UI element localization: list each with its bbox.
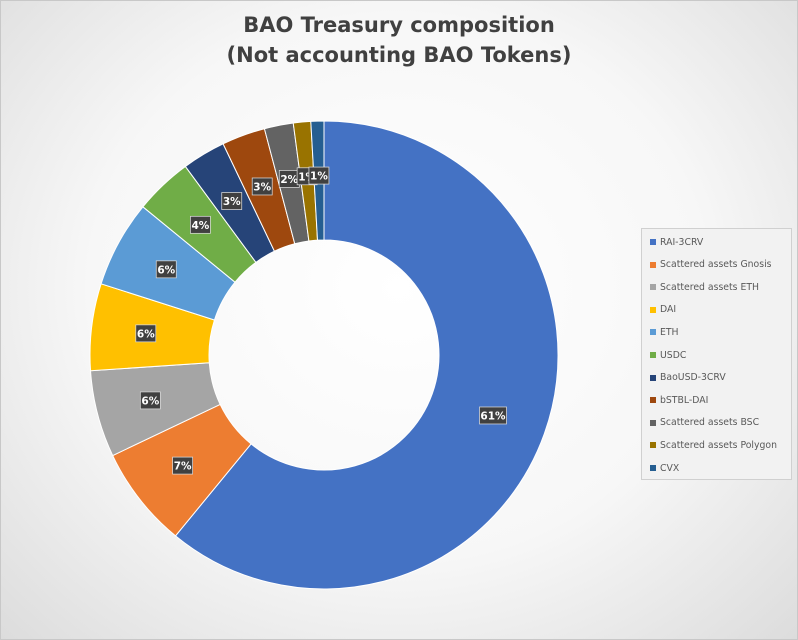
legend-swatch [650, 352, 656, 358]
data-label-text: 2% [280, 174, 298, 186]
data-label-dai: 6% [135, 324, 157, 343]
data-label-scattered-assets-bsc: 2% [278, 170, 300, 188]
data-label-box [135, 324, 157, 343]
chart-legend: RAI-3CRV Scattered assets Gnosis Scattered… [641, 228, 792, 480]
legend-item-eth: ETH [650, 324, 679, 340]
legend-swatch [650, 442, 656, 449]
legend-item-usdc: USDC [650, 347, 686, 363]
slice-rai-3crv [174, 120, 559, 590]
legend-item-cvx: CVX [650, 460, 679, 476]
data-label-box [251, 177, 273, 196]
legend-label: RAI-3CRV [660, 236, 704, 248]
data-label-scattered-assets-gnosis: 7% [172, 456, 193, 475]
data-label-baousd-3crv: 3% [221, 192, 243, 210]
legend-label: ETH [660, 326, 679, 338]
data-label-text: 6% [157, 264, 175, 276]
legend-label: CVX [660, 462, 680, 474]
data-label-box [172, 456, 193, 475]
legend-label: DAI [660, 304, 677, 316]
legend-swatch [650, 239, 656, 245]
data-label-text: 3% [223, 196, 241, 208]
legend-item-dai: DAI [650, 302, 676, 318]
data-label-cvx: 1% [308, 166, 330, 185]
data-label-scattered-assets-eth: 6% [139, 391, 161, 410]
data-label-rai-3crv: 61% [479, 406, 507, 425]
data-label-text: 61% [480, 410, 506, 422]
legend-swatch [650, 284, 656, 291]
legend-item-baousd-3crv: BaoUSD-3CRV [650, 370, 726, 386]
legend-swatch [650, 306, 656, 313]
legend-item-rai-3crv: RAI-3CRV [650, 234, 703, 250]
legend-swatch [650, 397, 656, 404]
legend-item-scattered-assets-eth: Scattered assets ETH [650, 279, 759, 295]
chart-title-line-1: BAO Treasury composition [243, 13, 555, 37]
legend-item-scattered-assets-gnosis: Scattered assets Gnosis [650, 257, 772, 273]
legend-label: bSTBL-DAI [660, 394, 709, 406]
legend-swatch [650, 419, 656, 426]
data-label-box [190, 215, 211, 234]
data-label-box [139, 391, 161, 410]
legend-item-scattered-assets-bsc: Scattered assets BSC [650, 415, 759, 431]
data-label-box [479, 406, 507, 425]
chart-title: BAO Treasury composition (Not accounting… [0, 10, 798, 70]
legend-label: BaoUSD-3CRV [660, 372, 726, 384]
data-label-text: 3% [253, 181, 271, 193]
chart-title-line-2: (Not accounting BAO Tokens) [226, 43, 572, 67]
legend-label: Scattered assets BSC [660, 417, 760, 429]
legend-label: Scattered assets Polygon [660, 439, 777, 451]
legend-label: Scattered assets Gnosis [660, 259, 772, 271]
legend-item-bstbl-dai: bSTBL-DAI [650, 392, 708, 408]
data-label-text: 6% [141, 395, 159, 407]
legend-label: Scattered assets ETH [660, 281, 760, 293]
legend-label: USDC [660, 349, 687, 361]
data-label-text: 7% [174, 461, 192, 473]
legend-item-scattered-assets-polygon: Scattered assets Polygon [650, 437, 777, 453]
data-label-eth: 6% [155, 260, 177, 279]
data-label-text: 1% [310, 171, 328, 183]
data-label-bstbl-dai: 3% [251, 177, 273, 196]
legend-swatch [650, 329, 656, 336]
data-label-box [155, 260, 177, 279]
legend-swatch [650, 261, 656, 268]
data-label-text: 4% [191, 220, 209, 232]
data-label-usdc: 4% [190, 215, 211, 234]
legend-swatch [650, 374, 656, 381]
data-label-box [221, 192, 243, 210]
legend-swatch [650, 465, 656, 471]
data-label-box [308, 166, 330, 185]
data-label-text: 6% [137, 328, 155, 340]
